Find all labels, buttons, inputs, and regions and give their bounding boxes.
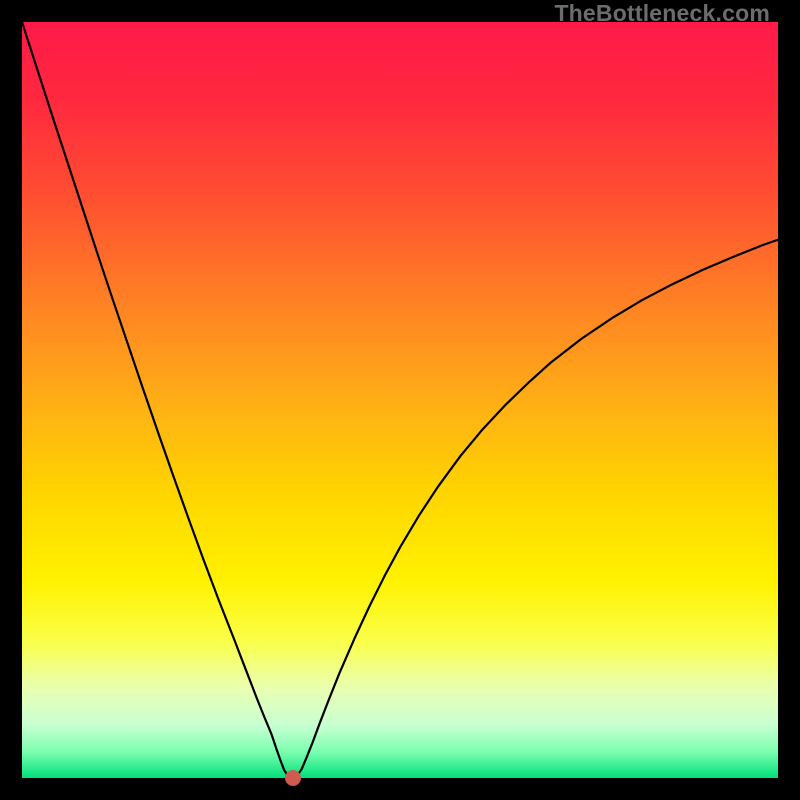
optimum-marker — [285, 770, 301, 786]
plot-area — [22, 22, 778, 778]
watermark-text: TheBottleneck.com — [554, 0, 770, 27]
bottleneck-curve — [22, 22, 778, 778]
outer-frame: TheBottleneck.com — [0, 0, 800, 800]
